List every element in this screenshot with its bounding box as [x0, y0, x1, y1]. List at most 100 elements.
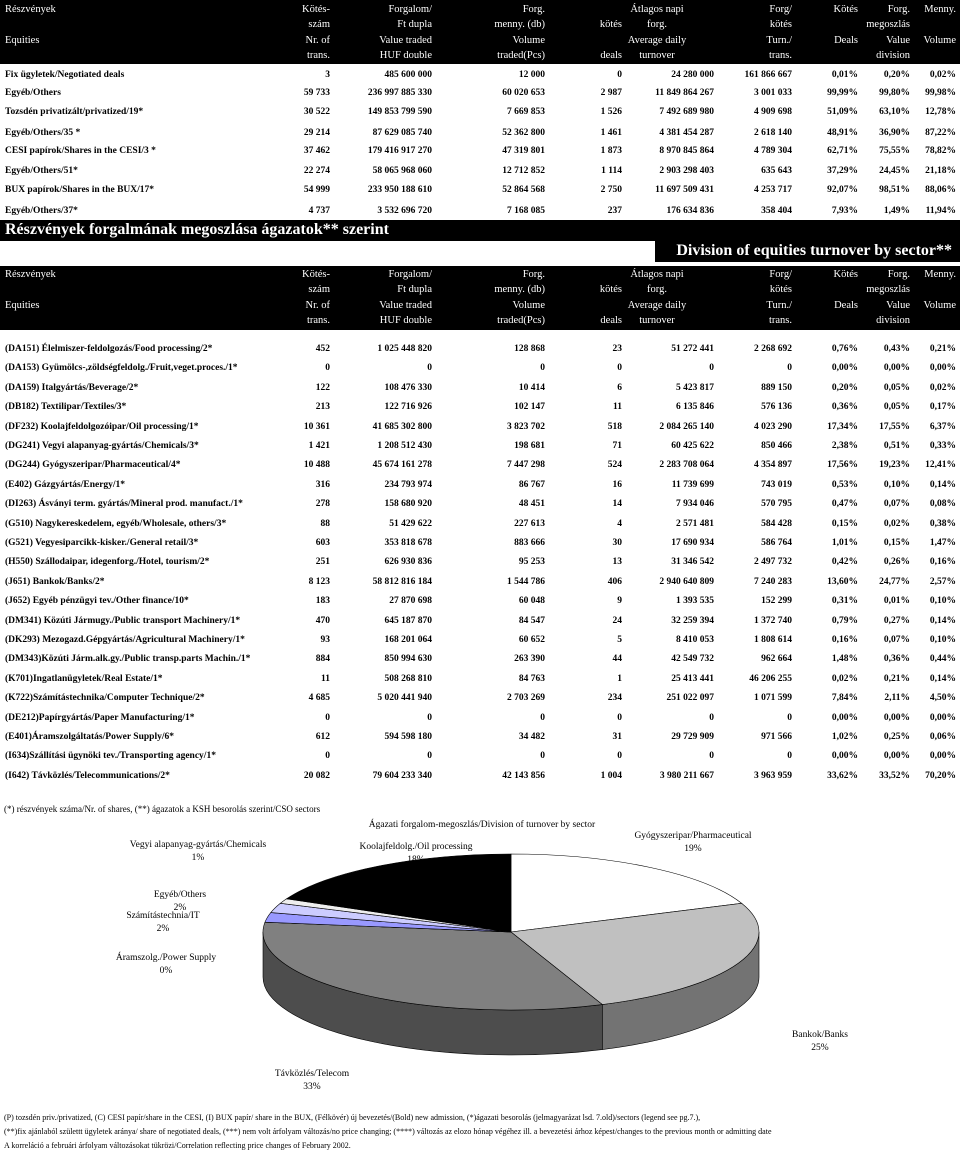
cell: 10 361 — [303, 421, 330, 432]
slice-value-label: 33% — [303, 1082, 321, 1092]
cell: 485 600 000 — [384, 70, 433, 80]
cell: 10 488 — [303, 460, 330, 471]
cell: 7,93% — [831, 206, 858, 216]
row-label: (H550) Szállodaipar, idegenforg./Hotel, … — [5, 557, 210, 568]
pie-chart: Ágazati forgalom-megoszlás/Division of t… — [116, 818, 848, 1092]
row-label: (K701)Ingatlanügyletek/Real Estate/1* — [5, 673, 163, 684]
header-cell: Equities — [5, 300, 40, 311]
cell: 7 168 085 — [507, 206, 545, 216]
header-cell: Volume — [923, 300, 956, 311]
header-cell: forg. — [647, 284, 667, 295]
cell: 4 — [617, 518, 622, 529]
cell: 626 930 836 — [384, 557, 433, 568]
cell: 7 669 853 — [507, 107, 545, 117]
cell: 7 934 046 — [676, 499, 714, 510]
cell: 33,62% — [827, 770, 858, 781]
slice — [285, 853, 512, 933]
cell: 31 346 542 — [671, 557, 714, 568]
cell: 2 497 732 — [754, 557, 792, 568]
header-cell: trans. — [306, 315, 330, 326]
cell: 31 — [612, 732, 623, 742]
cell: 635 643 — [761, 166, 792, 176]
cell: 92,07% — [827, 185, 858, 195]
cell: 0,31% — [831, 596, 858, 607]
cell: 0,47% — [831, 499, 858, 510]
header-cell: Menny. — [924, 269, 956, 280]
cell: 0 — [427, 712, 432, 723]
cell: 0,01% — [883, 596, 910, 607]
cell: 52 362 800 — [502, 128, 545, 138]
cell: 0 — [427, 751, 432, 762]
cell: 30 — [612, 538, 623, 548]
cell: 234 793 974 — [384, 479, 433, 490]
row-label: Egyéb/Others — [5, 88, 61, 98]
cell: 0,26% — [883, 557, 910, 568]
cell: 71 — [612, 441, 623, 451]
cell: 58 065 968 060 — [372, 166, 432, 176]
cell: 8 970 845 864 — [659, 146, 714, 156]
header-cell: Turn./ — [766, 300, 792, 311]
cell: 594 598 180 — [384, 732, 433, 742]
cell: 0,02% — [883, 518, 910, 529]
cell: 11 849 864 267 — [655, 88, 714, 98]
row-label: CESI papírok/Shares in the CESI/3 * — [5, 146, 156, 156]
cell: 0,17% — [929, 402, 956, 413]
cell: 128 868 — [514, 344, 545, 354]
cell: 22 274 — [303, 166, 330, 176]
cell: 63,10% — [879, 107, 910, 117]
cell: 0,05% — [883, 382, 910, 393]
note: (**)fix ajánlaból születtt ügyletek arán… — [4, 1127, 772, 1136]
header-cell: deals — [600, 50, 622, 61]
header-cell: Kötés — [833, 269, 859, 280]
cell: 2 618 140 — [754, 128, 792, 138]
cell: 4 253 717 — [754, 185, 792, 195]
header-cell: Volume — [512, 35, 545, 46]
cell: 227 613 — [514, 518, 545, 529]
cell: 1 393 535 — [676, 596, 714, 607]
row-label: (DA153) Gyümölcs-,zöldségfeldolg./Fruit,… — [5, 363, 238, 374]
slice-value-label: 25% — [811, 1043, 829, 1053]
cell: 11 739 699 — [671, 479, 714, 490]
cell: 13,60% — [827, 576, 858, 587]
cell: 108 476 330 — [384, 382, 433, 393]
cell: 0 — [787, 751, 792, 762]
cell: 0,05% — [883, 402, 910, 413]
cell: 1 114 — [601, 166, 622, 176]
header-cell: deals — [600, 315, 622, 326]
cell: 48,91% — [827, 128, 858, 138]
cell: 179 416 917 270 — [367, 146, 432, 156]
cell: 508 268 810 — [384, 673, 433, 684]
header-cell: traded(Pcs) — [497, 315, 545, 326]
cell: 0,36% — [883, 654, 910, 665]
cell: 34 482 — [518, 732, 545, 742]
cell: 0,00% — [831, 751, 858, 762]
slice-label: Távközlés/Telecom — [275, 1069, 350, 1079]
cell: 233 950 188 610 — [367, 185, 432, 195]
header-cell: Value traded — [379, 35, 432, 46]
cell: 1 — [617, 673, 622, 684]
cell: 2,57% — [929, 576, 956, 587]
cell: 0,00% — [929, 751, 956, 762]
cell: 4 381 454 287 — [659, 128, 714, 138]
row-label: (DM343)Közúti Járm.alk.gy./Public transp… — [5, 654, 251, 665]
cell: 47 319 801 — [502, 146, 545, 156]
cell: 9 — [617, 596, 622, 607]
cell: 99,99% — [827, 88, 858, 98]
header-cell: Deals — [834, 35, 858, 46]
cell: 62,71% — [827, 146, 858, 156]
cell: 263 390 — [514, 654, 545, 665]
cell: 0,20% — [831, 382, 858, 393]
row-label: BUX papírok/Shares in the BUX/17* — [5, 185, 155, 195]
header-cell: Ft dupla — [397, 19, 432, 30]
cell: 0,14% — [929, 615, 956, 626]
cell: 0,07% — [883, 635, 910, 645]
cell: 883 666 — [514, 538, 545, 548]
cell: 11,94% — [925, 206, 956, 216]
cell: 1 025 448 820 — [377, 344, 432, 354]
header-cell: Forg. — [522, 4, 545, 15]
cell: 93 — [320, 635, 331, 645]
slice-value-label: 2% — [174, 903, 187, 913]
cell: 603 — [315, 538, 330, 548]
cell: 2 268 692 — [754, 344, 792, 354]
cell: 24,77% — [879, 576, 910, 587]
